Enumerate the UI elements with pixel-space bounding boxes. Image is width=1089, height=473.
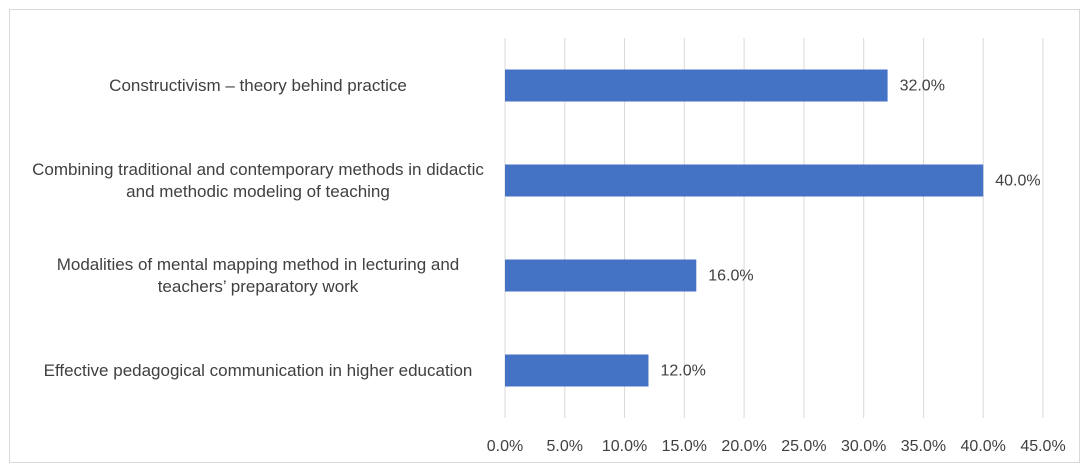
- bar: [505, 164, 984, 197]
- x-tick-label: 0.0%: [487, 438, 523, 455]
- y-tick-label: Constructivism – theory behind practice: [109, 75, 407, 95]
- x-tick-label: 10.0%: [602, 438, 647, 455]
- x-tick-label: 25.0%: [781, 438, 826, 455]
- y-tick-label: Combining traditional and contemporary m…: [32, 159, 484, 201]
- bar: [505, 69, 888, 102]
- value-label: 12.0%: [660, 363, 705, 380]
- x-tick-label: 35.0%: [901, 438, 946, 455]
- y-tick-label: Modalities of mental mapping method in l…: [56, 254, 460, 296]
- x-tick-label: 15.0%: [662, 438, 707, 455]
- value-label: 40.0%: [995, 173, 1040, 190]
- value-label: 32.0%: [900, 78, 945, 95]
- y-tick-label: Effective pedagogical communication in h…: [43, 360, 473, 380]
- value-label: 16.0%: [708, 268, 753, 285]
- x-tick-label: 20.0%: [721, 438, 766, 455]
- bar: [505, 354, 649, 387]
- bar: [505, 259, 697, 292]
- x-tick-label: 45.0%: [1020, 438, 1065, 455]
- x-tick-label: 5.0%: [547, 438, 583, 455]
- x-tick-label: 40.0%: [961, 438, 1006, 455]
- x-tick-label: 30.0%: [841, 438, 886, 455]
